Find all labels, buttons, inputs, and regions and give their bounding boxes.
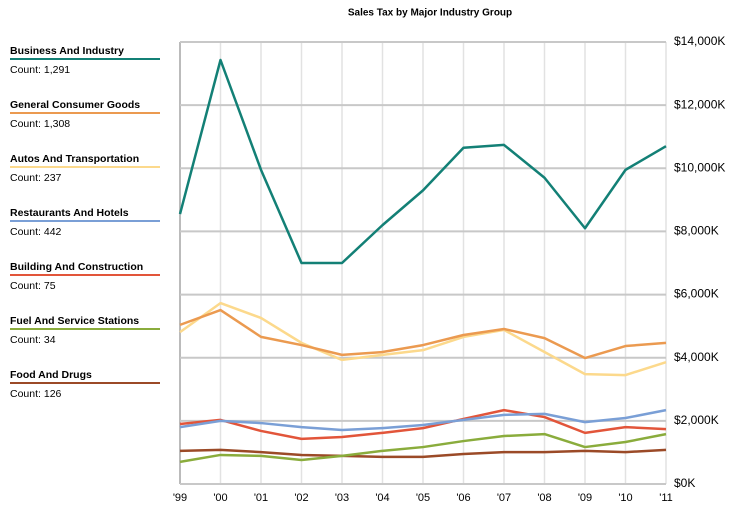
y-tick-label: $12,000K: [674, 97, 725, 111]
legend-label: Food And Drugs: [10, 369, 92, 381]
legend-label: Fuel And Service Stations: [10, 315, 139, 327]
x-tick-label: '00: [213, 492, 227, 504]
legend-label: General Consumer Goods: [10, 99, 140, 111]
series-line: [179, 448, 667, 459]
x-tick-label: '02: [294, 492, 308, 504]
x-tick-label: '06: [456, 492, 470, 504]
series-line: [179, 408, 667, 432]
legend-count: Count: 126: [10, 388, 62, 400]
x-tick-label: '04: [375, 492, 389, 504]
legend-label: Building And Construction: [10, 261, 143, 273]
legend-label: Business And Industry: [10, 45, 124, 57]
x-tick-label: '05: [416, 492, 430, 504]
x-tick-label: '08: [537, 492, 551, 504]
y-tick-label: $4,000K: [674, 350, 719, 364]
x-tick-label: '99: [173, 492, 187, 504]
legend-count: Count: 237: [10, 172, 62, 184]
series-line: [178, 58, 667, 265]
series-line: [179, 432, 667, 464]
x-tick-label: '10: [618, 492, 632, 504]
x-tick-label: '09: [578, 492, 592, 504]
x-tick-label: '03: [335, 492, 349, 504]
legend-count: Count: 75: [10, 280, 56, 292]
legend-count: Count: 1,308: [10, 118, 70, 130]
legend-label: Restaurants And Hotels: [10, 207, 129, 219]
y-tick-label: $6,000K: [674, 287, 719, 301]
x-tick-label: '07: [497, 492, 511, 504]
legend-count: Count: 34: [10, 334, 56, 346]
series-line: [179, 301, 667, 377]
legend-label: Autos And Transportation: [10, 153, 139, 165]
chart-title: Sales Tax by Major Industry Group: [348, 8, 512, 19]
y-tick-label: $8,000K: [674, 224, 719, 238]
legend-count: Count: 1,291: [10, 64, 70, 76]
y-tick-label: $0K: [674, 476, 695, 490]
x-tick-label: '11: [659, 492, 673, 504]
y-tick-label: $10,000K: [674, 160, 725, 174]
legend-count: Count: 442: [10, 226, 62, 238]
series-line: [179, 408, 667, 441]
y-tick-label: $2,000K: [674, 413, 719, 427]
series-line: [179, 308, 667, 360]
x-tick-label: '01: [254, 492, 268, 504]
y-tick-label: $14,000K: [674, 34, 725, 48]
